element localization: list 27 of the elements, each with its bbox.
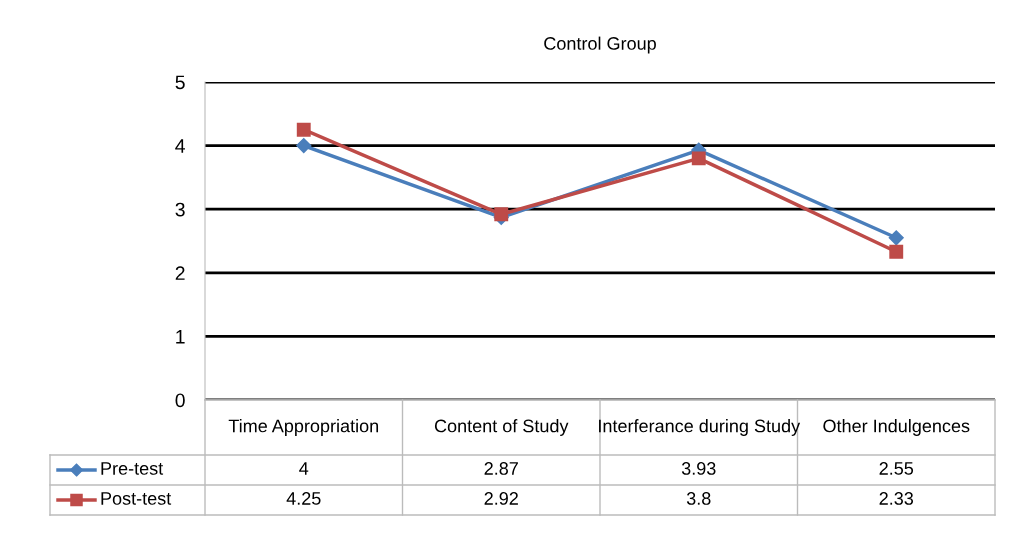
x-tick-label: Interferance during Study: [599, 419, 801, 436]
data-label: 4.25: [286, 492, 321, 505]
y-tick-label: 2: [175, 266, 185, 280]
y-tick-label: 1: [176, 330, 185, 344]
data-label: 2.92: [484, 492, 518, 505]
y-tick-label: 0: [175, 393, 185, 408]
point: [296, 122, 311, 137]
legend-label: Pre-test: [101, 462, 164, 475]
data-label: 4: [299, 462, 309, 475]
x-tick-label: Content of Study: [434, 419, 569, 436]
data-label: 2.87: [484, 462, 518, 475]
point: [691, 151, 706, 166]
data-label: 2.33: [879, 492, 914, 505]
point: [889, 244, 904, 259]
x-tick-label: Time Appropriation: [228, 419, 379, 436]
point: [494, 207, 509, 222]
point: [296, 138, 312, 154]
chart-title: Control Group: [544, 36, 656, 54]
data-label: 2.55: [879, 462, 914, 475]
data-label: 3.93: [681, 462, 716, 475]
x-tick-label: Other Indulgences: [823, 419, 970, 436]
y-tick-label: 3: [175, 202, 185, 217]
y-tick-label: 4: [175, 139, 185, 153]
data-label: 3.8: [686, 492, 711, 505]
y-tick-label: 5: [175, 75, 185, 90]
point: [888, 230, 904, 246]
legend-label: Post-test: [101, 492, 172, 505]
